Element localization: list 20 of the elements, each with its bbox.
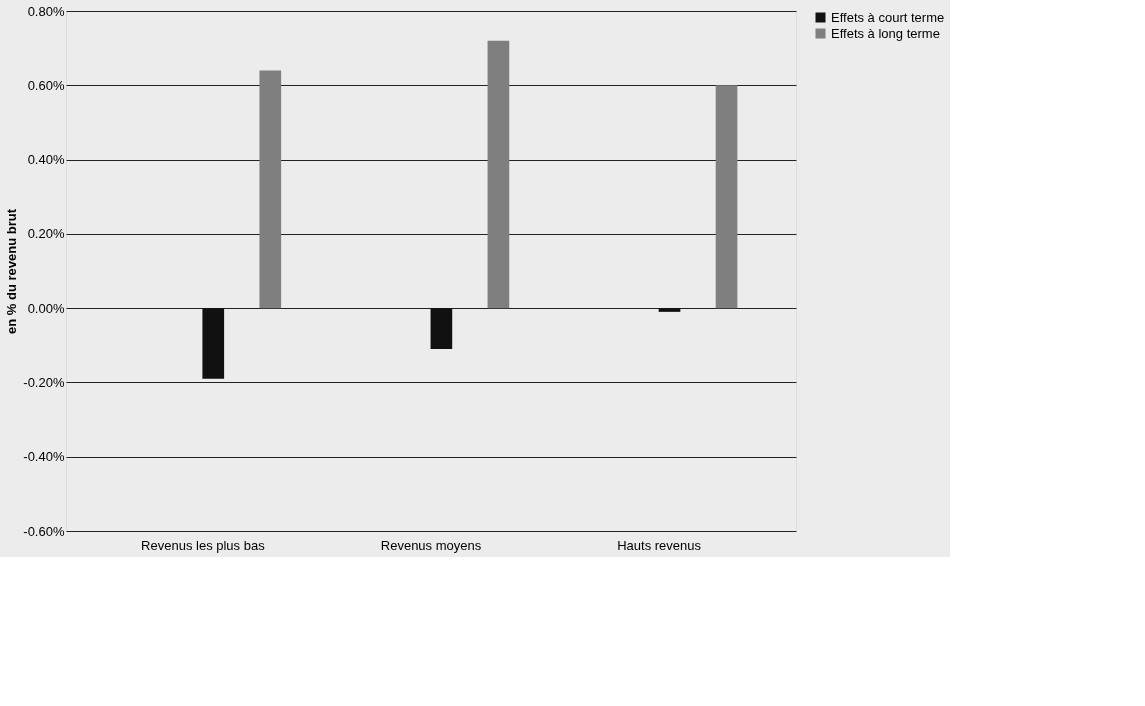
bar (487, 40, 510, 309)
x-tick-label: Hauts revenus (617, 537, 702, 553)
legend-label: Effets à court terme (831, 9, 945, 25)
bar (658, 308, 681, 312)
x-tick-label: Revenus moyens (380, 537, 482, 553)
bar (715, 85, 738, 309)
y-tick-label: 0.00% (27, 300, 65, 316)
y-axis-title: en % du revenu brut (4, 208, 20, 334)
bar (202, 308, 225, 379)
y-tick-label: 0.20% (27, 226, 65, 242)
legend-label: Effets à long terme (831, 25, 940, 41)
y-tick-label: -0.40% (23, 449, 65, 465)
bar (259, 70, 282, 309)
bar (430, 308, 453, 349)
x-tick-label: Revenus les plus bas (141, 537, 266, 553)
y-tick-label: -0.60% (23, 523, 65, 539)
y-tick-label: 0.40% (27, 152, 65, 168)
y-tick-label: 0.60% (27, 77, 65, 93)
y-tick-label: 0.80% (27, 3, 65, 19)
y-tick-label: -0.20% (23, 374, 65, 390)
